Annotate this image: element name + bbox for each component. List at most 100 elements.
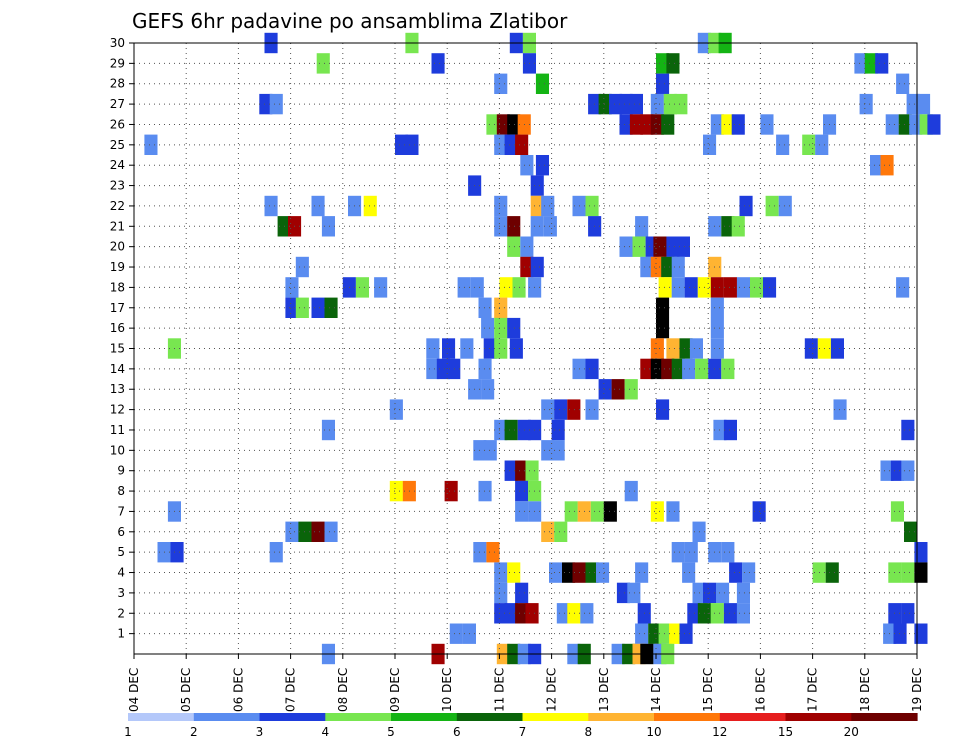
precip-cell [486, 542, 500, 563]
precip-cell [494, 338, 508, 359]
legend-swatch [785, 713, 852, 721]
precip-cell [541, 195, 555, 217]
precip-cell [494, 603, 508, 624]
precip-cell [426, 358, 440, 380]
precip-cell [585, 562, 599, 583]
precip-cell [616, 582, 630, 604]
precip-cell [750, 277, 764, 298]
precip-cell [619, 93, 633, 115]
precip-cell [507, 236, 521, 257]
precip-cell [285, 521, 299, 542]
precip-cell [682, 562, 696, 583]
precip-cell [478, 480, 492, 502]
precip-cell [729, 562, 743, 583]
legend-label: 10 [646, 725, 661, 739]
precip-cell [635, 562, 649, 583]
precip-cell [765, 195, 779, 217]
precip-cell [324, 521, 338, 542]
precip-cell [710, 277, 724, 298]
precip-cell [875, 53, 889, 74]
precip-cell [679, 623, 693, 644]
precip-cell [494, 195, 508, 217]
precip-cell [778, 195, 792, 217]
y-tick-label: 17 [110, 301, 125, 315]
precip-cell [444, 480, 458, 502]
precip-cell [596, 562, 610, 583]
precip-cell [676, 236, 690, 257]
precip-cell [650, 93, 664, 115]
precip-cell [671, 256, 685, 278]
y-tick-label: 16 [110, 321, 125, 335]
precip-cell [504, 603, 518, 624]
precip-cell [585, 358, 599, 380]
precip-cell [504, 460, 518, 481]
x-tick-label: 10 DEC [440, 668, 454, 712]
precip-cell [321, 216, 335, 237]
precip-cell [483, 338, 497, 359]
precip-cell [515, 134, 529, 155]
x-tick-label: 16 DEC [753, 668, 767, 712]
precip-cell [507, 114, 521, 135]
precip-cell [650, 256, 664, 278]
precip-cell [650, 338, 664, 359]
precip-cell [520, 155, 534, 176]
precip-cell [551, 419, 565, 441]
precip-cell [525, 460, 539, 481]
y-tick-label: 7 [117, 504, 125, 518]
precip-cell [585, 399, 599, 420]
precip-cell [316, 53, 330, 74]
precip-cell [504, 419, 518, 441]
x-tick-label: 13 DEC [597, 668, 611, 712]
precip-cell [635, 623, 649, 644]
precip-cell [507, 317, 521, 339]
y-axis-ticks: 1234567891011121314151617181920212223242… [110, 36, 134, 641]
precip-cell [710, 114, 724, 135]
precip-cell [731, 216, 745, 237]
chart-title: GEFS 6hr padavine po ansamblima Zlatibor [132, 9, 568, 33]
legend-label: 5 [387, 725, 395, 739]
legend-swatch [851, 713, 918, 721]
precip-cell [629, 93, 643, 115]
precip-cell [481, 317, 495, 339]
precip-cell [530, 195, 544, 217]
precip-cell [684, 542, 698, 563]
precip-cell [650, 114, 664, 135]
precip-cell [629, 114, 643, 135]
x-tick-label: 11 DEC [492, 668, 506, 712]
precip-cell [624, 480, 638, 502]
precip-cell [269, 93, 283, 115]
precip-cell [478, 358, 492, 380]
precip-cell [802, 134, 816, 155]
y-tick-label: 8 [117, 484, 125, 498]
precip-cell [494, 216, 508, 237]
precip-cell [710, 317, 724, 339]
precip-cell [460, 338, 474, 359]
x-tick-label: 07 DEC [284, 668, 298, 712]
precip-cell [515, 480, 529, 502]
precip-cell [556, 603, 570, 624]
precip-cell [470, 277, 484, 298]
precip-cell [658, 623, 672, 644]
precip-cell [896, 277, 910, 298]
precip-cell [721, 542, 735, 563]
precip-cell [355, 277, 369, 298]
precipitation-cells [144, 32, 941, 665]
precip-cell [619, 236, 633, 257]
precip-cell [321, 419, 335, 441]
precip-cell [564, 501, 578, 522]
precip-cell [901, 419, 915, 441]
precip-cell [687, 603, 701, 624]
x-tick-label: 15 DEC [701, 668, 715, 712]
precip-cell [442, 338, 456, 359]
precip-cell [896, 73, 910, 94]
precip-cell [815, 134, 829, 155]
precip-cell [909, 114, 923, 135]
precip-cell [541, 440, 555, 461]
precip-cell [723, 603, 737, 624]
precip-cell [716, 582, 730, 604]
precip-cell [530, 175, 544, 196]
precip-cell [295, 256, 309, 278]
legend-swatch [193, 713, 261, 721]
precip-cell [671, 542, 685, 563]
precip-cell [904, 521, 918, 542]
